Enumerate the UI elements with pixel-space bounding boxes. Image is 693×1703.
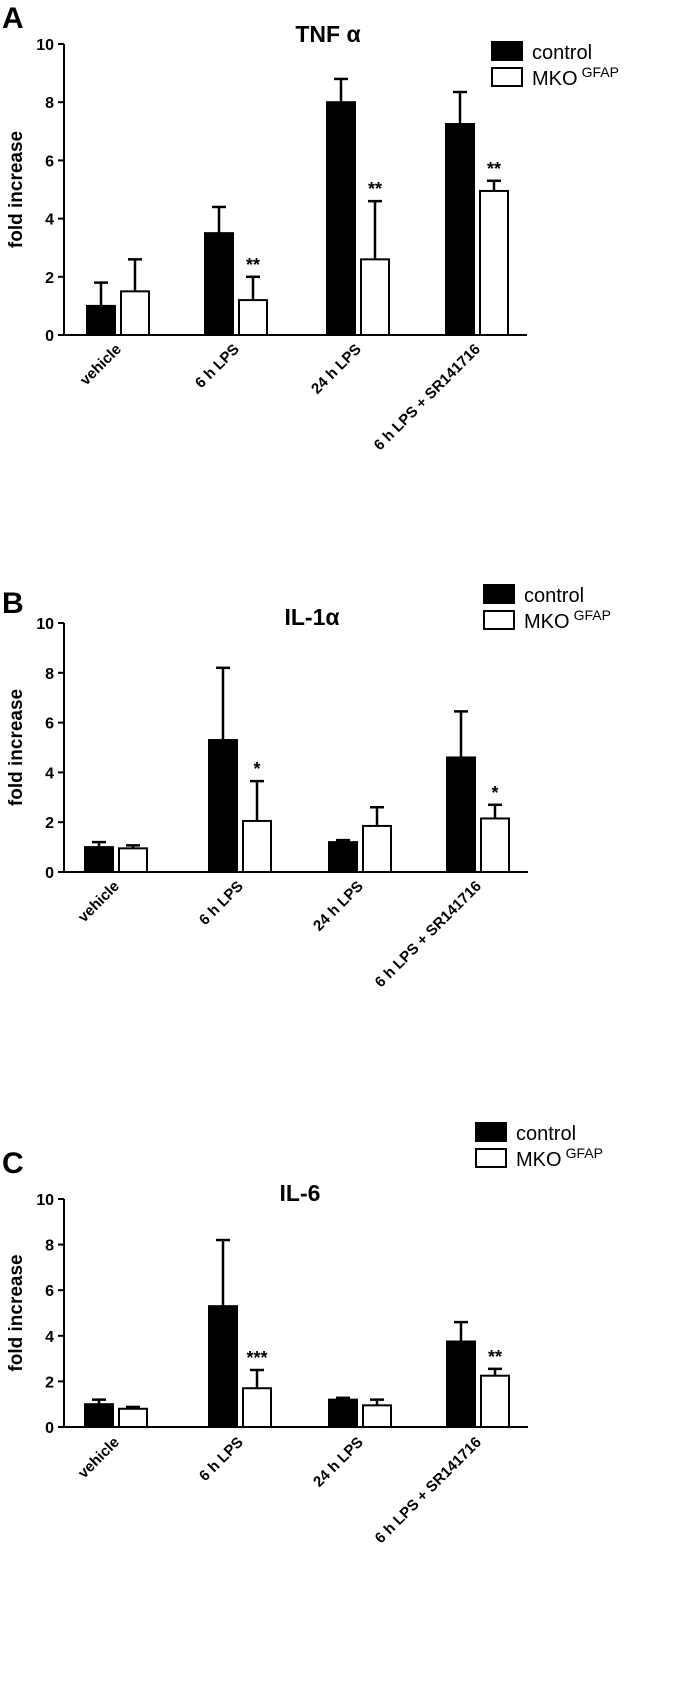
significance-marker: * bbox=[491, 783, 498, 803]
y-tick-label: 8 bbox=[45, 1238, 54, 1255]
legend-swatch-mko-gfap bbox=[491, 67, 523, 87]
x-tick-label: vehicle bbox=[75, 1434, 123, 1482]
bar-control bbox=[446, 1340, 476, 1428]
bar-control bbox=[208, 1305, 238, 1428]
x-tick-label: 6 h LPS + SR141716 bbox=[372, 1434, 485, 1547]
bar-control bbox=[445, 123, 475, 337]
x-tick-label: 6 h LPS bbox=[196, 1434, 247, 1485]
y-tick-label: 0 bbox=[45, 328, 54, 345]
legend-label-main: MKO bbox=[524, 611, 570, 633]
bar-mko-gfap bbox=[480, 817, 510, 873]
y-tick-label: 4 bbox=[45, 212, 54, 229]
x-tick-label: 24 h LPS bbox=[308, 341, 365, 398]
bar-control bbox=[86, 304, 116, 336]
y-tick-label: 10 bbox=[36, 616, 54, 633]
legend-swatch-mko-gfap bbox=[475, 1148, 507, 1168]
x-tick-label: 24 h LPS bbox=[310, 878, 367, 935]
legend-label-main: MKO bbox=[532, 68, 578, 90]
y-tick-label: 8 bbox=[45, 666, 54, 683]
bar-control bbox=[208, 739, 238, 873]
chart-svg-a: A TNF α fold increase 0 2 4 6 8 10 vehicle ** 6 h L… bbox=[2, 2, 619, 454]
legend-swatch-control bbox=[483, 584, 515, 604]
bar-mko-gfap bbox=[360, 258, 390, 336]
significance-marker: ** bbox=[246, 255, 260, 275]
chart-panel-c: C IL-6 fold increase 0 2 4 6 8 10 vehicle *** 6 h L… bbox=[0, 1122, 693, 1703]
legend-label: control bbox=[532, 42, 592, 64]
bar-control bbox=[204, 232, 234, 336]
bar-control bbox=[84, 846, 114, 874]
x-tick-label: vehicle bbox=[75, 878, 123, 926]
chart-panel-b: B IL-1α fold increase 0 2 4 6 8 10 vehicle * 6 h LP… bbox=[0, 584, 693, 1145]
bar-mko-gfap bbox=[242, 1387, 272, 1429]
y-tick-label: 4 bbox=[45, 765, 54, 782]
legend-swatch-control bbox=[475, 1122, 507, 1142]
y-axis-label: fold increase bbox=[6, 131, 27, 248]
legend-label: MKO GFAP bbox=[516, 1145, 603, 1171]
y-tick-label: 10 bbox=[36, 37, 54, 54]
chart-panel-a: A TNF α fold increase 0 2 4 6 8 10 vehicle ** 6 h L… bbox=[0, 0, 693, 585]
bar-mko-gfap bbox=[120, 290, 150, 337]
bar-mko-gfap bbox=[242, 819, 272, 873]
bar-mko-gfap bbox=[479, 189, 509, 336]
legend-swatch-control bbox=[491, 41, 523, 61]
chart-svg-c: C IL-6 fold increase 0 2 4 6 8 10 vehicle *** 6 h L… bbox=[2, 1122, 603, 1547]
significance-marker: * bbox=[253, 759, 260, 779]
y-tick-label: 2 bbox=[45, 815, 54, 832]
significance-marker: ** bbox=[487, 159, 501, 179]
y-tick-label: 4 bbox=[45, 1329, 54, 1346]
panel-letter: A bbox=[2, 2, 24, 35]
y-tick-label: 10 bbox=[36, 1192, 54, 1209]
y-axis-label: fold increase bbox=[6, 689, 27, 806]
legend-label: MKO GFAP bbox=[532, 64, 619, 90]
bar-mko-gfap bbox=[238, 299, 268, 336]
bar-control bbox=[446, 756, 476, 874]
y-tick-label: 0 bbox=[45, 865, 54, 882]
legend-label-main: control bbox=[516, 1123, 576, 1145]
x-tick-label: 6 h LPS + SR141716 bbox=[372, 878, 485, 991]
bar-mko-gfap bbox=[362, 1404, 392, 1428]
legend-label-superscript: GFAP bbox=[574, 607, 611, 623]
legend-label: MKO GFAP bbox=[524, 607, 611, 633]
chart-title: IL-1α bbox=[284, 604, 339, 630]
panel-letter: C bbox=[2, 1147, 24, 1180]
legend-label-superscript: GFAP bbox=[566, 1145, 603, 1161]
legend-label: control bbox=[516, 1123, 576, 1145]
significance-marker: *** bbox=[246, 1348, 267, 1368]
bar-mko-gfap bbox=[118, 847, 148, 874]
chart-title: TNF α bbox=[295, 21, 360, 47]
x-tick-label: vehicle bbox=[77, 341, 125, 389]
y-tick-label: 2 bbox=[45, 270, 54, 287]
x-tick-label: 6 h LPS bbox=[196, 878, 247, 929]
bar-control bbox=[328, 1398, 358, 1428]
significance-marker: ** bbox=[488, 1347, 502, 1367]
chart-title: IL-6 bbox=[280, 1180, 321, 1206]
bar-control bbox=[84, 1403, 114, 1429]
legend-swatch-mko-gfap bbox=[483, 610, 515, 630]
bar-control bbox=[328, 841, 358, 873]
chart-svg-b: B IL-1α fold increase 0 2 4 6 8 10 vehicle * 6 h LP… bbox=[2, 584, 611, 991]
significance-marker: ** bbox=[368, 179, 382, 199]
bar-mko-gfap bbox=[362, 824, 392, 873]
x-tick-label: 6 h LPS bbox=[192, 341, 243, 392]
bar-control bbox=[326, 101, 356, 336]
y-tick-label: 0 bbox=[45, 1420, 54, 1437]
y-tick-label: 8 bbox=[45, 95, 54, 112]
x-tick-label: 6 h LPS + SR141716 bbox=[371, 341, 484, 454]
x-tick-label: 24 h LPS bbox=[310, 1434, 367, 1491]
legend-label-superscript: GFAP bbox=[582, 64, 619, 80]
legend-label-main: control bbox=[532, 42, 592, 64]
y-tick-label: 6 bbox=[45, 1283, 54, 1300]
legend-label: control bbox=[524, 585, 584, 607]
bar-mko-gfap bbox=[118, 1407, 148, 1429]
legend-label-main: MKO bbox=[516, 1149, 562, 1171]
panel-letter: B bbox=[2, 587, 24, 620]
legend-label-main: control bbox=[524, 585, 584, 607]
y-axis-label: fold increase bbox=[6, 1254, 27, 1371]
y-tick-label: 2 bbox=[45, 1374, 54, 1391]
y-tick-label: 6 bbox=[45, 716, 54, 733]
y-tick-label: 6 bbox=[45, 153, 54, 170]
bar-mko-gfap bbox=[480, 1374, 510, 1428]
